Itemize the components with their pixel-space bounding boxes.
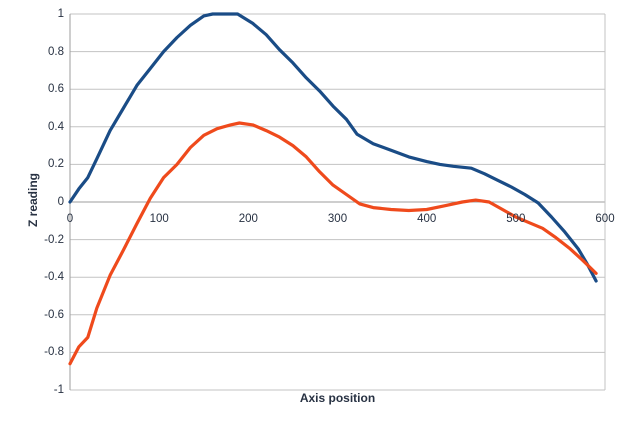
- y-tick-label: 0: [57, 196, 64, 208]
- y-tick-label: -0.8: [44, 346, 64, 359]
- x-tick-label: 600: [595, 213, 615, 225]
- x-tick-label: 500: [506, 213, 526, 225]
- series-1-blue-line: [68, 12, 598, 283]
- y-tick-label: -0.4: [44, 271, 64, 284]
- series-2-orange-line: [68, 121, 598, 366]
- x-axis-title: Axis position: [299, 391, 376, 405]
- x-tick-label: 0: [66, 213, 74, 225]
- y-tick-label: -0.6: [44, 308, 64, 321]
- x-tick-label: 200: [238, 213, 258, 225]
- y-tick-label: -1: [53, 384, 64, 396]
- x-tick-label: 300: [327, 213, 348, 225]
- y-tick-label: 0.2: [48, 158, 64, 171]
- y-tick-label: 0.6: [48, 83, 64, 96]
- x-tick-label: 400: [417, 213, 437, 225]
- y-tick-label: 0.4: [48, 120, 64, 133]
- y-tick-label: -0.2: [44, 233, 64, 246]
- y-tick-label: 0.8: [48, 45, 64, 58]
- x-tick-label: 100: [149, 213, 169, 225]
- y-tick-label: 1: [57, 8, 64, 20]
